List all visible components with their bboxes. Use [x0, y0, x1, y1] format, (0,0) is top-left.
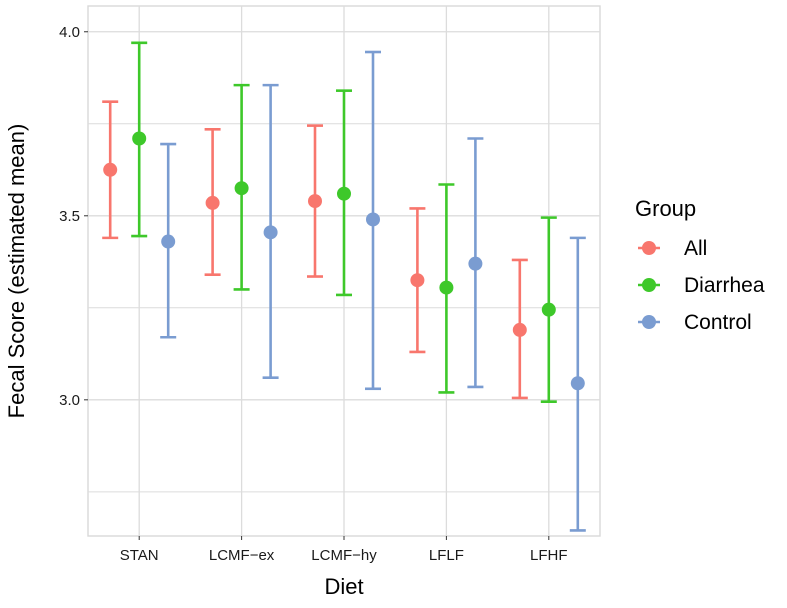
point-diarrhea [234, 181, 249, 196]
errorbar-control-0 [160, 142, 177, 339]
x-tick-label: LFLF [429, 547, 464, 564]
legend-key-point [642, 315, 656, 329]
legend-item-diarrhea: Diarrhea [638, 274, 765, 297]
legend-label: Control [684, 311, 752, 334]
errorbar-diarrhea-3 [438, 183, 455, 394]
point-diarrhea [337, 186, 351, 201]
errorbar-diarrhea-1 [233, 83, 250, 291]
legend-key-point [642, 278, 656, 292]
errorbar-diarrhea-4 [540, 216, 557, 403]
point-diarrhea [439, 280, 454, 295]
errorbar-all-1 [204, 127, 221, 276]
legend-key-point [642, 241, 656, 255]
x-tick-label: STAN [120, 547, 159, 564]
point-all [103, 162, 118, 177]
point-diarrhea [132, 131, 147, 146]
x-tick-label: LCMF−ex [209, 547, 275, 564]
x-tick-label: LFHF [530, 547, 568, 564]
y-tick-label: 3.5 [59, 208, 80, 225]
errorbar-control-2 [365, 50, 381, 391]
y-tick-label: 3.0 [59, 392, 80, 409]
errorbar-all-0 [102, 100, 119, 240]
axes: 3.0 3.5 4.0 STAN LCMF−ex LCMF−hy LFLF LFHF [59, 24, 567, 564]
point-all [308, 194, 322, 209]
errorbar-control-1 [262, 83, 279, 380]
errorbar-all-3 [409, 207, 426, 354]
legend-title: Group [635, 196, 696, 221]
point-all [205, 195, 220, 210]
x-tick-label: LCMF−hy [311, 547, 377, 564]
point-diarrhea [541, 302, 556, 317]
x-axis-title: Diet [324, 574, 363, 599]
data-marks [102, 41, 586, 532]
errorbar-all-4 [511, 258, 528, 400]
y-axis-title: Fecal Score (estimated mean) [4, 124, 29, 419]
point-all [410, 273, 425, 288]
errorbar-control-4 [569, 236, 586, 532]
legend-item-all: All [638, 237, 707, 260]
legend-item-control: Control [638, 311, 752, 334]
point-control [161, 234, 176, 249]
legend-label: Diarrhea [684, 274, 765, 297]
errorbar-control-3 [467, 137, 484, 389]
legend-label: All [684, 237, 707, 260]
point-control [570, 376, 585, 391]
point-all [512, 322, 527, 337]
y-tick-label: 4.0 [59, 24, 80, 41]
point-control [366, 212, 380, 227]
point-control [468, 256, 483, 271]
errorbar-diarrhea-2 [336, 89, 352, 297]
errorbar-diarrhea-0 [131, 41, 148, 238]
legend: Group All Diarrhea Control [635, 196, 765, 334]
point-control [263, 225, 278, 240]
errorbar-all-2 [307, 124, 323, 278]
